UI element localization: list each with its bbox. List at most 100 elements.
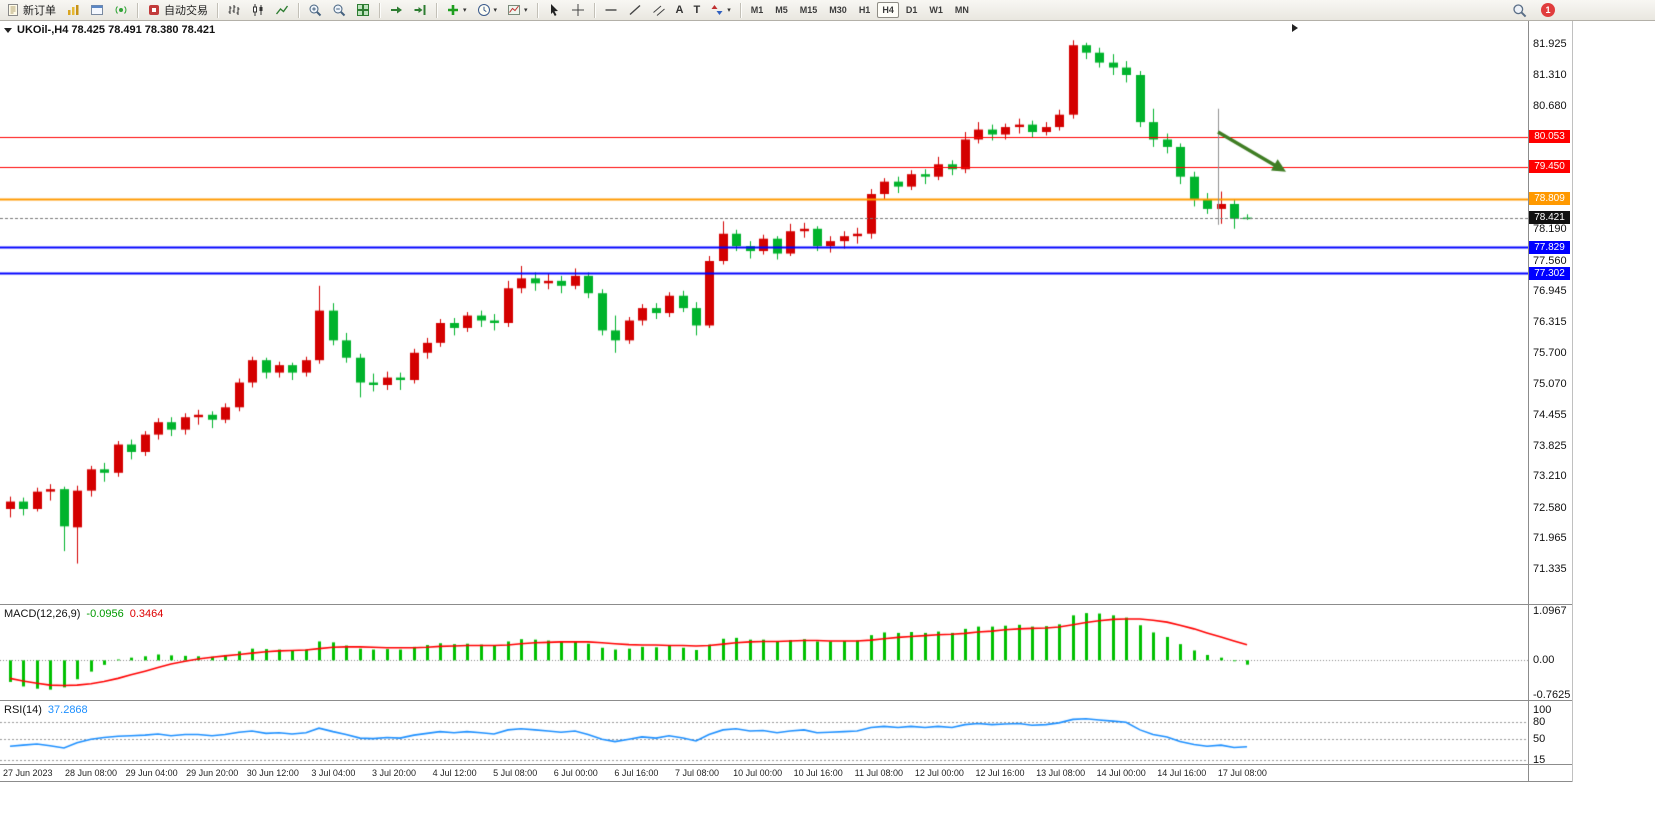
timeframe-h1-button[interactable]: H1: [854, 2, 876, 18]
toolbar-separator: [436, 2, 437, 18]
price-level-badge: 79.450: [1529, 160, 1570, 173]
time-axis-label: 11 Jul 08:00: [854, 768, 903, 778]
time-axis[interactable]: 27 Jun 2023 28 Jun 08:00 29 Jun 04:00 29 Ju…: [0, 766, 1528, 781]
price-axis-label: 78.190: [1533, 223, 1567, 235]
timeframe-m1-button[interactable]: M1: [746, 2, 769, 18]
notification-badge[interactable]: 1: [1541, 3, 1555, 17]
data-window-button[interactable]: [86, 1, 108, 20]
new-order-button[interactable]: 新订单: [2, 1, 60, 20]
rsi-panel-canvas[interactable]: [0, 702, 1528, 764]
price-scale[interactable]: 81.925 81.310 80.680 78.190 77.560 76.945 76.3…: [1528, 0, 1574, 783]
rsi-name: RSI(14): [4, 704, 42, 716]
auto-trading-button[interactable]: 自动交易: [143, 1, 212, 20]
price-axis-label: 74.455: [1533, 409, 1567, 421]
time-axis-label: 6 Jul 16:00: [614, 768, 659, 778]
candlestick-chart-type-button[interactable]: [247, 1, 269, 20]
price-level-badge: 77.302: [1529, 267, 1570, 280]
horizontal-line-icon: [605, 9, 617, 11]
zoom-in-icon: [309, 4, 322, 17]
chevron-down-icon: ▾: [524, 6, 528, 14]
zoom-in-button[interactable]: [304, 1, 326, 20]
chart-shift-icon: [414, 5, 426, 15]
price-axis-label: 80.680: [1533, 100, 1567, 112]
trendline-icon: [629, 4, 641, 16]
macd-signal-value: 0.3464: [129, 608, 164, 620]
time-axis-label: 29 Jun 04:00: [125, 768, 178, 778]
macd-axis-label: 0.00: [1533, 654, 1555, 666]
data-window-icon: [91, 5, 103, 15]
one-click-trading-toggle-icon[interactable]: [4, 27, 12, 33]
chevron-down-icon: ▾: [727, 6, 731, 14]
time-axis-label: 29 Jun 20:00: [186, 768, 239, 778]
market-watch-icon: [68, 5, 79, 15]
timeframe-mn-button[interactable]: MN: [950, 2, 974, 18]
auto-scroll-button[interactable]: [385, 1, 407, 20]
price-axis-label: 71.335: [1533, 563, 1567, 575]
macd-panel-canvas[interactable]: [0, 606, 1528, 700]
zoom-out-icon: [333, 4, 346, 17]
periods-menu-button[interactable]: ▾: [473, 1, 502, 20]
time-axis-label: 12 Jul 00:00: [914, 768, 964, 778]
rsi-indicator-label: RSI(14) 37.2868: [4, 704, 88, 716]
timeframe-m15-button[interactable]: M15: [795, 2, 823, 18]
new-order-icon: [8, 4, 18, 16]
toolbar-separator: [739, 2, 741, 18]
signals-button[interactable]: [110, 1, 132, 20]
chart-shift-button[interactable]: [409, 1, 431, 20]
signal-icon: [115, 6, 127, 14]
market-watch-button[interactable]: [62, 1, 84, 20]
bar-chart-type-button[interactable]: [223, 1, 245, 20]
toolbar: 新订单 自动交易: [0, 0, 1655, 21]
chevron-down-icon: ▾: [493, 6, 498, 14]
price-axis-label: 73.825: [1533, 440, 1567, 452]
time-axis-label: 13 Jul 08:00: [1036, 768, 1086, 778]
time-axis-label: 6 Jul 00:00: [553, 768, 598, 778]
timeframe-h4-button[interactable]: H4: [877, 2, 899, 18]
price-axis-label: 77.560: [1533, 255, 1567, 267]
line-chart-type-button[interactable]: [271, 1, 293, 20]
toolbar-separator: [217, 2, 218, 18]
horizontal-line-button[interactable]: [600, 1, 622, 20]
equidistant-channel-button[interactable]: [648, 1, 670, 20]
tile-windows-icon: [357, 4, 369, 16]
time-axis-label: 3 Jul 04:00: [311, 768, 356, 778]
auto-trading-label: 自动交易: [164, 5, 208, 17]
text-tool-button[interactable]: A: [672, 1, 688, 20]
price-axis-label: 76.945: [1533, 285, 1567, 297]
zoom-out-button[interactable]: [328, 1, 350, 20]
panel-divider[interactable]: [0, 700, 1572, 701]
new-chart-button[interactable]: ▾: [442, 1, 471, 20]
text-label-button[interactable]: T: [690, 1, 705, 20]
timeframe-m5-button[interactable]: M5: [770, 2, 793, 18]
timeframe-m30-button[interactable]: M30: [824, 2, 852, 18]
line-chart-icon: [275, 5, 289, 15]
timeframe-w1-button[interactable]: W1: [924, 2, 948, 18]
rsi-axis-label: 80: [1533, 716, 1546, 728]
price-axis-label: 75.070: [1533, 378, 1567, 390]
time-axis-label: 7 Jul 08:00: [674, 768, 720, 778]
tile-windows-button[interactable]: [352, 1, 374, 20]
chart-end-marker-icon[interactable]: [1292, 24, 1298, 32]
macd-axis-label: 1.0967: [1533, 605, 1567, 617]
panel-divider[interactable]: [0, 604, 1572, 605]
time-axis-label: 14 Jul 00:00: [1096, 768, 1146, 778]
rsi-value: 37.2868: [47, 704, 88, 716]
trendline-button[interactable]: [624, 1, 646, 20]
new-order-label: 新订单: [23, 5, 56, 17]
price-level-badge: 78.809: [1529, 192, 1570, 205]
panel-divider[interactable]: [0, 764, 1572, 765]
search-button[interactable]: [1508, 1, 1531, 20]
price-level-badge: 80.053: [1529, 130, 1570, 143]
rsi-axis-label: 15: [1533, 754, 1546, 766]
price-axis-label: 75.700: [1533, 347, 1567, 359]
time-axis-label: 10 Jul 00:00: [733, 768, 783, 778]
time-axis-label: 17 Jul 08:00: [1217, 768, 1267, 778]
arrows-menu-button[interactable]: ▾: [706, 1, 735, 20]
timeframe-d1-button[interactable]: D1: [901, 2, 923, 18]
clock-icon: [477, 4, 490, 16]
price-chart-canvas[interactable]: [0, 21, 1528, 604]
cursor-button[interactable]: [543, 1, 565, 20]
crosshair-button[interactable]: [567, 1, 589, 20]
templates-menu-button[interactable]: ▾: [503, 1, 532, 20]
